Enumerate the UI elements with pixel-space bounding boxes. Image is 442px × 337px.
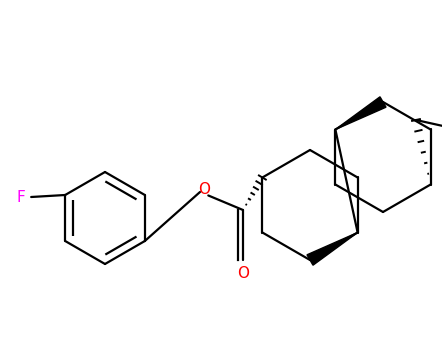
Polygon shape — [335, 97, 386, 129]
Text: O: O — [237, 266, 249, 280]
Text: O: O — [198, 183, 210, 197]
Text: F: F — [17, 189, 26, 205]
Polygon shape — [307, 233, 358, 265]
